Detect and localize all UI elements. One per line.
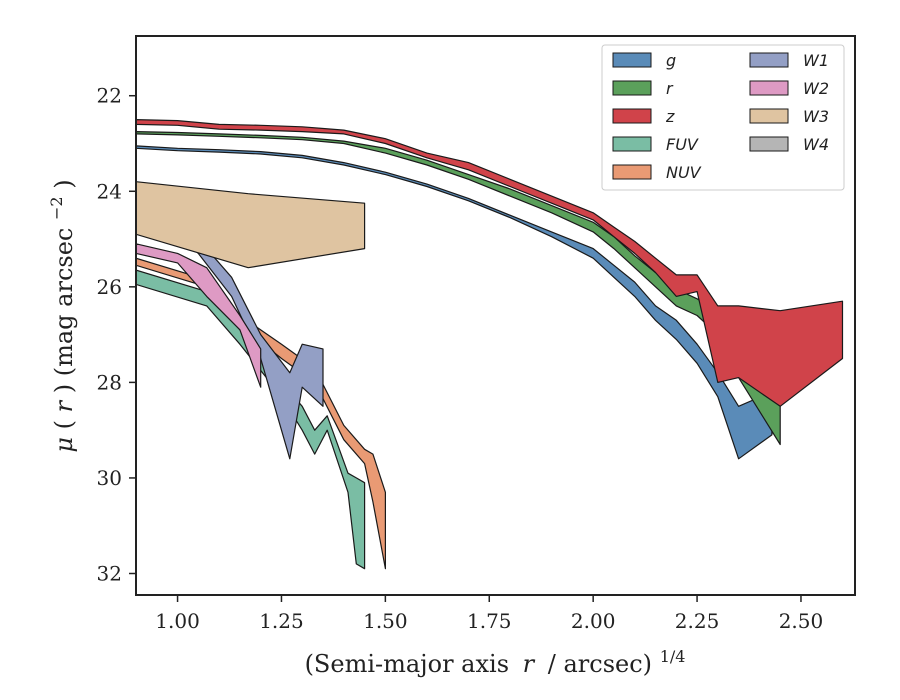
legend-swatch-z	[612, 108, 652, 124]
plot-area	[136, 118, 844, 570]
x-axis-label: (Semi-major axis r / arcsec) 1/4	[305, 647, 686, 678]
x-tick-label: 1.00	[155, 609, 200, 633]
band-z	[136, 118, 844, 407]
legend-swatch-g	[612, 52, 652, 68]
y-tick-label: 22	[97, 84, 122, 108]
y-tick-label: 24	[97, 179, 122, 203]
legend-swatch-w1	[749, 52, 789, 68]
x-tick-label: 1.25	[259, 609, 304, 633]
legend-swatch-r	[612, 80, 652, 96]
legend-label-w3: W3	[803, 107, 829, 126]
legend: grz FUV NUV W1 W2 W3 W4	[601, 44, 845, 191]
y-axis: 22 24 26 28 30 32	[97, 84, 136, 586]
legend-label-g: g	[666, 51, 676, 70]
band-g	[136, 145, 773, 460]
legend-swatch-nuv	[612, 164, 652, 180]
legend-swatch-fuv	[612, 136, 652, 152]
y-axis-label: μ ( r ) (mag arcsec −2 )	[40, 179, 78, 452]
band-w3	[136, 181, 366, 269]
legend-label-w4: W4	[803, 135, 829, 154]
legend-label-r: r	[666, 79, 674, 98]
y-tick-label: 26	[97, 275, 122, 299]
band-w2	[136, 243, 262, 388]
legend-label-fuv: FUV	[666, 135, 699, 154]
plot-frame	[135, 35, 856, 596]
legend-label-w2: W2	[803, 79, 829, 98]
y-tick-label: 30	[97, 466, 122, 490]
band-r	[136, 131, 781, 446]
legend-swatch-w2	[749, 80, 789, 96]
x-tick-label: 2.25	[675, 609, 720, 633]
legend-label-z: z	[665, 107, 675, 126]
y-tick-label: 32	[97, 562, 122, 586]
x-tick-label: 2.00	[571, 609, 616, 633]
legend-swatch-w4	[749, 136, 789, 152]
legend-swatch-w3	[749, 108, 789, 124]
x-tick-label: 2.50	[779, 609, 824, 633]
legend-label-w1: W1	[803, 51, 829, 70]
x-tick-label: 1.50	[363, 609, 408, 633]
x-tick-label: 1.75	[467, 609, 512, 633]
x-axis: 1.00 1.25 1.50 1.75 2.00 2.25 2.50	[155, 595, 823, 633]
y-tick-label: 28	[97, 370, 122, 394]
legend-label-nuv: NUV	[666, 163, 702, 182]
